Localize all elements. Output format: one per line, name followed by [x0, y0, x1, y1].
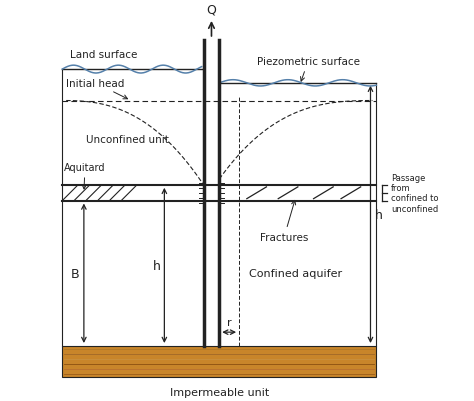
- Text: h: h: [375, 209, 383, 221]
- Text: Piezometric surface: Piezometric surface: [256, 57, 360, 82]
- Text: Passage
from
confined to
unconfined: Passage from confined to unconfined: [391, 173, 438, 213]
- Text: Impermeable unit: Impermeable unit: [170, 387, 269, 397]
- Text: Unconfined unit: Unconfined unit: [86, 134, 168, 144]
- Text: Initial head: Initial head: [66, 79, 128, 99]
- Text: Q: Q: [207, 3, 217, 16]
- Text: Confined aquifer: Confined aquifer: [249, 269, 342, 279]
- Bar: [62, 346, 376, 377]
- Text: Fractures: Fractures: [260, 201, 308, 243]
- Text: Land surface: Land surface: [70, 50, 137, 60]
- Text: r: r: [227, 317, 231, 327]
- Text: B: B: [71, 267, 80, 280]
- Text: Aquitard: Aquitard: [64, 163, 106, 189]
- Text: h: h: [154, 259, 161, 272]
